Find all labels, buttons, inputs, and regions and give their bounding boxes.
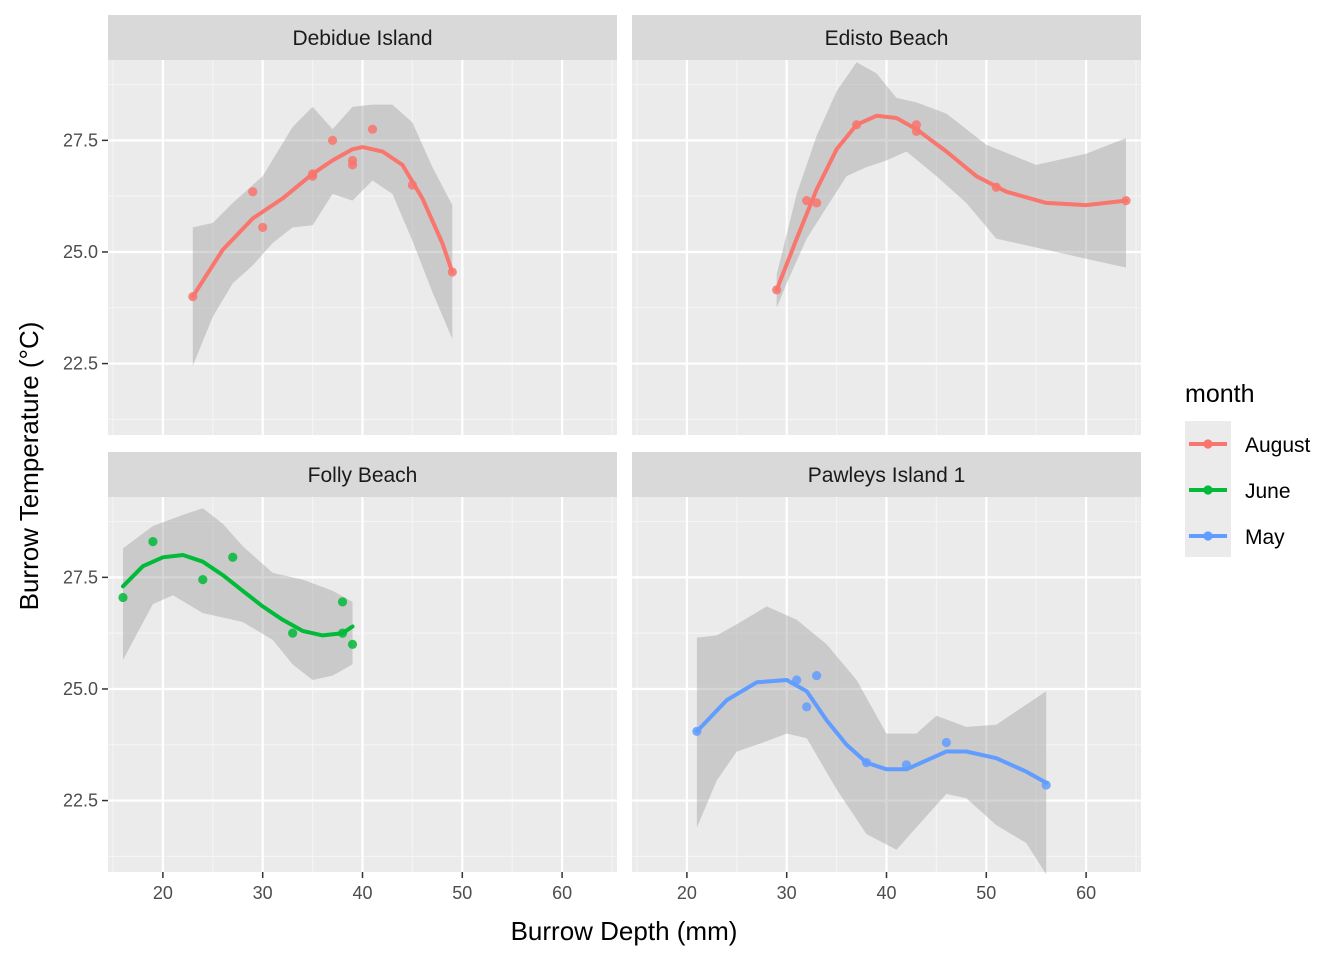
legend-label-may: May [1245,526,1285,549]
smooth-line-debidue-island [190,145,455,299]
legend-title: month [1185,380,1254,408]
y-tick-label: 27.5 [63,130,98,150]
confidence-ribbon-debidue-island [192,104,453,366]
confidence-ribbon-folly-beach [123,508,353,680]
data-point-folly-beach-3 [198,574,208,585]
y-tick-label: 27.5 [63,567,98,587]
smooth-line-folly-beach [121,553,355,638]
x-tick-label: 40 [876,883,896,903]
strip-pawleys-island-1 [632,452,1141,497]
x-tick-label: 60 [1076,883,1096,903]
x-tick-label: 60 [552,883,572,903]
data-point-folly-beach-5 [288,628,298,638]
panels-layer: Debidue Island Edisto Beach Folly Beach Paw… [108,15,1141,875]
panel-pawleys-island-1: Pawleys Island 1 [632,452,1141,875]
panel-edisto-beach: Edisto Beach [632,15,1141,435]
data-point-folly-beach-1 [118,592,128,603]
panel-folly-beach: Folly Beach [108,452,617,872]
strip-label-debidue-island: Debidue Island [292,27,432,50]
strip-edisto-beach [632,15,1141,60]
legend-label-august: August [1245,434,1311,457]
x-tick-label: 30 [253,883,273,903]
x-tick-label: 50 [452,883,472,903]
x-tick-label: 40 [352,883,372,903]
y-tick-label: 25.0 [63,679,98,699]
smooth-line-edisto-beach [774,113,1128,292]
data-point-edisto-beach-3 [812,198,822,208]
strip-folly-beach [108,452,617,497]
x-tick-label: 50 [976,883,996,903]
confidence-ribbon-edisto-beach [776,62,1126,308]
legend-point-august [1203,439,1213,449]
data-point-edisto-beach-2 [802,196,812,206]
y-tick-label: 22.5 [63,354,98,374]
data-point-folly-beach-6 [337,597,348,607]
smooth-line-pawleys-island-1 [694,678,1049,785]
y-axis-title: Burrow Temperature (°C) [14,322,44,611]
legend-point-june [1203,485,1213,495]
data-point-debidue-island-6 [327,135,338,145]
legend-point-may [1203,531,1213,541]
strip-label-folly-beach: Folly Beach [308,464,418,487]
x-tick-label: 20 [153,883,173,903]
data-point-debidue-island-9 [367,124,378,134]
data-point-debidue-island-8 [347,160,358,170]
strip-debidue-island [108,15,617,60]
data-point-pawleys-island-1-4 [812,670,822,681]
axes-layer: 22.5 25.0 27.5 22.5 25.0 27.5 20 30 40 50 60 20 30 40… [63,130,1096,903]
data-point-debidue-island-2 [248,187,258,197]
data-point-pawleys-island-1-3 [802,702,812,712]
x-tick-label: 30 [777,883,797,903]
data-point-pawleys-island-1-7 [941,737,951,748]
legend: month August June May [1185,380,1311,557]
data-point-debidue-island-3 [258,222,268,233]
strip-label-pawleys-island-1: Pawleys Island 1 [808,464,966,487]
data-point-folly-beach-8 [347,639,358,649]
legend-label-june: June [1245,480,1291,503]
confidence-ribbon-pawleys-island-1 [696,606,1047,875]
data-point-folly-beach-4 [228,552,238,562]
data-point-folly-beach-2 [148,537,158,547]
strip-label-edisto-beach: Edisto Beach [825,27,949,50]
y-tick-label: 22.5 [63,791,98,811]
panel-debidue-island: Debidue Island [108,15,617,435]
y-tick-label: 25.0 [63,242,98,262]
x-axis-title: Burrow Depth (mm) [511,916,738,946]
x-tick-label: 20 [677,883,697,903]
